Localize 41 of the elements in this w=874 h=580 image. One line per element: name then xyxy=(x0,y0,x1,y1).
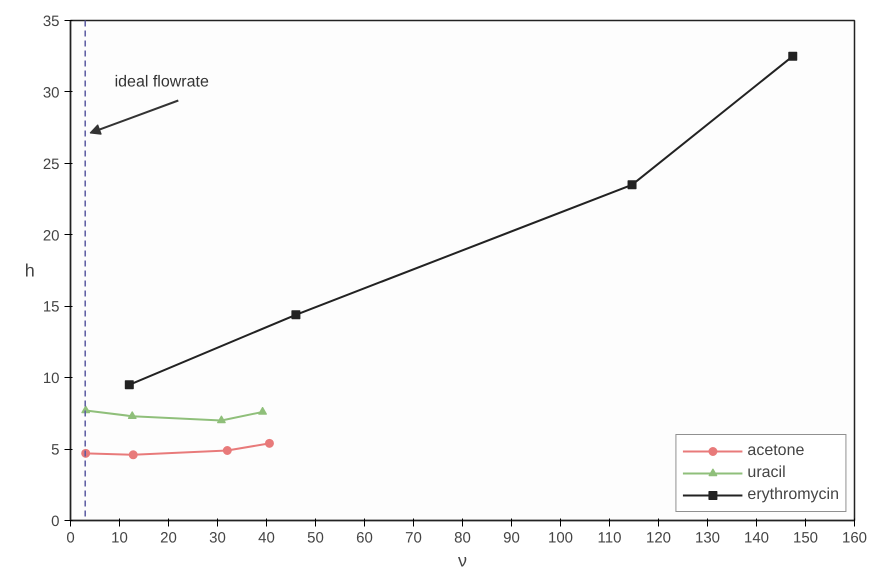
point xyxy=(128,450,138,460)
y-tick-label: 20 xyxy=(42,227,60,244)
legend-label: uracil xyxy=(747,464,786,482)
x-axis-title: ν xyxy=(458,550,467,570)
point xyxy=(216,415,226,424)
x-tick-label: 50 xyxy=(307,530,324,546)
x-tick-label: 130 xyxy=(694,530,720,546)
x-tick-label: 140 xyxy=(744,530,770,546)
y-tick-label: 5 xyxy=(51,442,60,459)
x-tick-label: 90 xyxy=(503,530,520,546)
y-tick-label: 25 xyxy=(42,156,60,173)
x-tick-label: 40 xyxy=(258,530,275,546)
point xyxy=(124,380,134,390)
ref-line-label: ideal flowrate xyxy=(114,74,209,90)
y-tick-label: 0 xyxy=(51,513,60,530)
y-axis-title: h xyxy=(24,260,35,280)
x-tick-label: 10 xyxy=(111,530,128,546)
x-tick-label: 0 xyxy=(66,530,75,546)
point xyxy=(628,180,637,190)
y-tick-label: 30 xyxy=(42,84,60,102)
point xyxy=(291,310,300,320)
point xyxy=(128,411,137,420)
x-tick-label: 80 xyxy=(454,530,471,546)
x-tick-label: 20 xyxy=(160,530,177,546)
x-tick-label: 120 xyxy=(646,530,672,546)
x-tick-label: 60 xyxy=(356,530,373,546)
legend-label: erythromycin xyxy=(747,486,839,504)
y-tick-label: 35 xyxy=(42,13,60,30)
x-tick-label: 150 xyxy=(792,530,818,546)
point xyxy=(222,446,232,455)
point xyxy=(264,438,274,448)
x-tick-label: 100 xyxy=(548,530,574,546)
y-tick-label: 15 xyxy=(42,298,60,316)
point xyxy=(258,406,268,415)
y-tick-label: 10 xyxy=(42,370,60,388)
x-tick-label: 160 xyxy=(842,530,868,546)
x-tick-label: 30 xyxy=(209,530,226,546)
legend-label: acetone xyxy=(747,442,804,460)
x-tick-label: 70 xyxy=(405,530,422,546)
x-tick-label: 110 xyxy=(598,530,622,546)
point xyxy=(788,52,798,61)
